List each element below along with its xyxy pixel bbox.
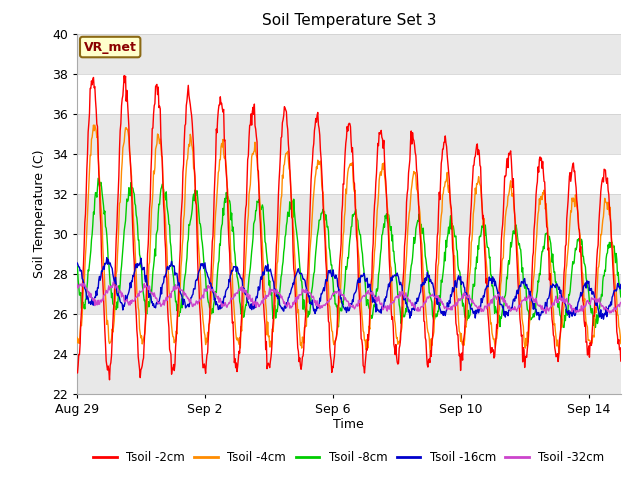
Legend: Tsoil -2cm, Tsoil -4cm, Tsoil -8cm, Tsoil -16cm, Tsoil -32cm: Tsoil -2cm, Tsoil -4cm, Tsoil -8cm, Tsoi… <box>88 446 609 469</box>
Text: VR_met: VR_met <box>84 40 136 54</box>
X-axis label: Time: Time <box>333 419 364 432</box>
Bar <box>77 114 621 154</box>
Y-axis label: Soil Temperature (C): Soil Temperature (C) <box>33 149 46 278</box>
Bar <box>77 274 621 313</box>
Title: Soil Temperature Set 3: Soil Temperature Set 3 <box>262 13 436 28</box>
Bar <box>77 34 621 73</box>
Bar <box>77 193 621 234</box>
Bar <box>77 354 621 394</box>
